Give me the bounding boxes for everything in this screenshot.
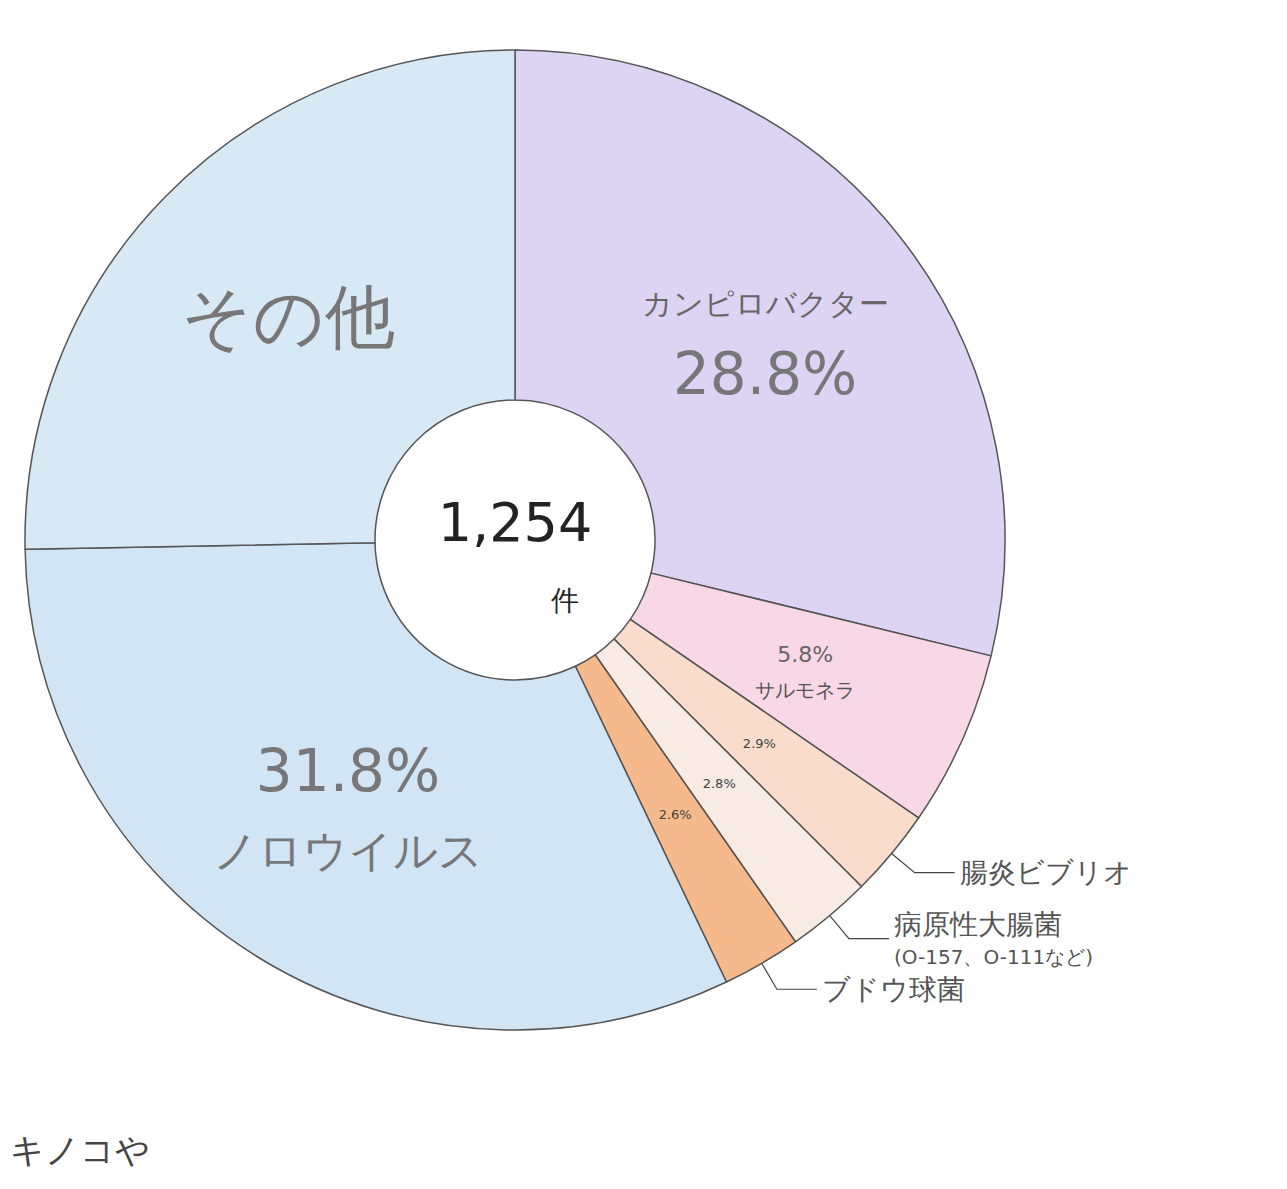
svg-text:ブドウ球菌: ブドウ球菌 xyxy=(822,973,965,1006)
svg-text:1,254: 1,254 xyxy=(438,491,593,554)
svg-text:28.8%: 28.8% xyxy=(673,340,857,408)
svg-text:2.6%: 2.6% xyxy=(659,807,692,822)
svg-text:件: 件 xyxy=(551,584,579,617)
svg-text:カンピロバクター: カンピロバクター xyxy=(642,286,889,321)
svg-text:31.8%: 31.8% xyxy=(256,737,440,805)
svg-text:2.9%: 2.9% xyxy=(743,736,776,751)
svg-text:その他: その他 xyxy=(181,276,395,358)
svg-text:キノコや: キノコや xyxy=(10,1130,150,1170)
svg-text:(O-157、O-111など): (O-157、O-111など) xyxy=(894,945,1093,969)
svg-text:ノロウイルス: ノロウイルス xyxy=(213,825,483,876)
svg-text:5.8%: 5.8% xyxy=(777,642,833,667)
svg-text:腸炎ビブリオ: 腸炎ビブリオ xyxy=(960,856,1132,889)
svg-text:病原性大腸菌: 病原性大腸菌 xyxy=(894,908,1062,941)
svg-text:サルモネラ: サルモネラ xyxy=(755,678,855,702)
svg-text:2.8%: 2.8% xyxy=(703,776,736,791)
